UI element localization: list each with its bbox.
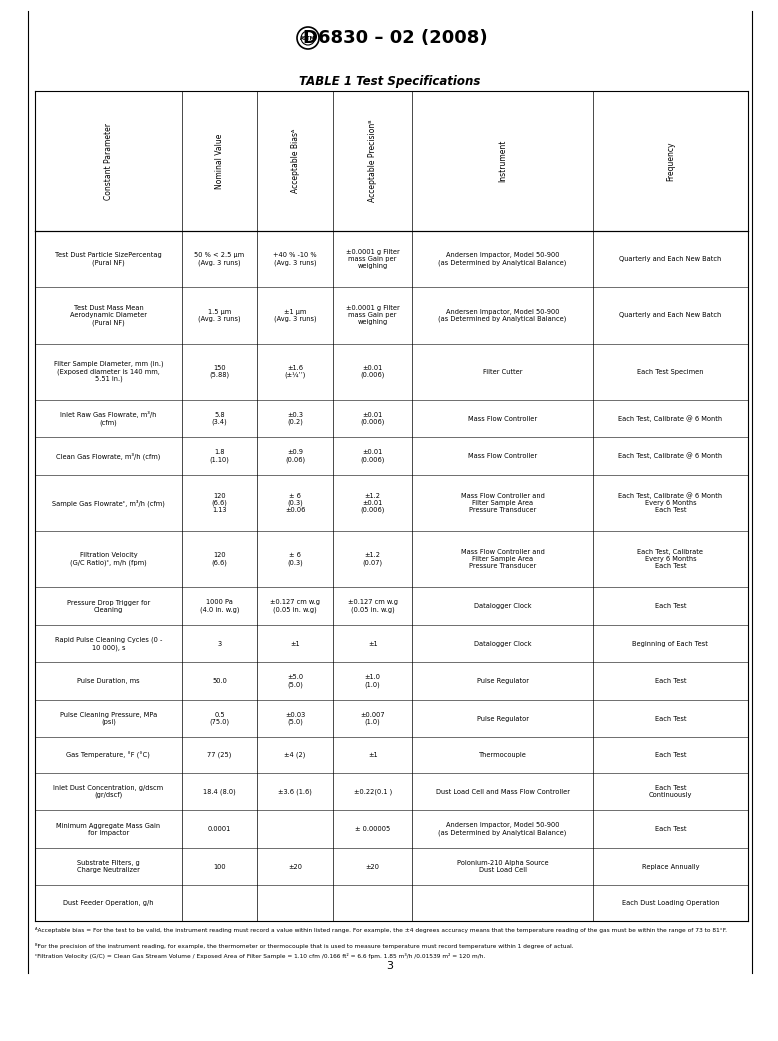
Text: Substrate Filters, g
Charge Neutralizer: Substrate Filters, g Charge Neutralizer: [77, 860, 140, 873]
Text: Acceptable Biasᴬ: Acceptable Biasᴬ: [290, 129, 300, 194]
Text: Thermocouple: Thermocouple: [478, 753, 527, 758]
Text: Instrument: Instrument: [498, 139, 507, 182]
Text: ±0.03
(5.0): ±0.03 (5.0): [285, 712, 305, 726]
Text: ±1: ±1: [290, 640, 300, 646]
Text: Andersen Impactor, Model 50-900
(as Determined by Analytical Balance): Andersen Impactor, Model 50-900 (as Dete…: [439, 308, 567, 322]
Text: 1000 Pa
(4.0 in. w.g): 1000 Pa (4.0 in. w.g): [200, 600, 240, 613]
Text: ±1 μm
(Avg. 3 runs): ±1 μm (Avg. 3 runs): [274, 308, 317, 322]
Text: Inlet Dust Concentration, g/dscm
(gr/dscf): Inlet Dust Concentration, g/dscm (gr/dsc…: [54, 785, 163, 798]
Text: Each Test: Each Test: [654, 827, 686, 832]
Text: ±3.6 (1.6): ±3.6 (1.6): [278, 788, 312, 795]
Text: ±20: ±20: [366, 864, 380, 869]
Text: ASTM: ASTM: [300, 35, 316, 41]
Text: 0.5
(75.0): 0.5 (75.0): [209, 712, 230, 726]
Text: ±20: ±20: [288, 864, 302, 869]
Text: 77 (25): 77 (25): [208, 752, 232, 759]
Text: Andersen Impactor, Model 50-900
(as Determined by Analytical Balance): Andersen Impactor, Model 50-900 (as Dete…: [439, 252, 567, 265]
Text: Each Test, Calibrate @ 6 Month: Each Test, Calibrate @ 6 Month: [619, 415, 723, 422]
Text: 3: 3: [218, 640, 222, 646]
Text: ᶜFiltration Velocity (G/C) = Clean Gas Stream Volume / Exposed Area of Filter Sa: ᶜFiltration Velocity (G/C) = Clean Gas S…: [35, 953, 485, 959]
Text: ±0.0001 g Filter
mass Gain per
weighing: ±0.0001 g Filter mass Gain per weighing: [345, 305, 399, 326]
Text: ±0.3
(0.2): ±0.3 (0.2): [287, 412, 303, 426]
Text: Pulse Duration, ms: Pulse Duration, ms: [77, 678, 140, 684]
Text: Polonium-210 Alpha Source
Dust Load Cell: Polonium-210 Alpha Source Dust Load Cell: [457, 860, 548, 873]
Text: ±0.127 cm w.g
(0.05 in. w.g): ±0.127 cm w.g (0.05 in. w.g): [348, 600, 398, 613]
Text: ±0.22(0.1 ): ±0.22(0.1 ): [353, 788, 392, 795]
Text: Test Dust Mass Mean
Aerodynamic Diameter
(Pural NF): Test Dust Mass Mean Aerodynamic Diameter…: [70, 305, 147, 326]
Text: Pressure Drop Trigger for
Cleaning: Pressure Drop Trigger for Cleaning: [67, 600, 150, 612]
Text: ±1.6
(±¼’’): ±1.6 (±¼’’): [284, 365, 306, 379]
Text: Constant Parameter: Constant Parameter: [104, 123, 113, 200]
Text: ±0.007
(1.0): ±0.007 (1.0): [360, 712, 385, 726]
Text: Each Test
Continuously: Each Test Continuously: [649, 785, 692, 798]
Text: 3: 3: [387, 961, 394, 971]
Text: 120
(6.6)
1.13: 120 (6.6) 1.13: [212, 492, 227, 513]
Text: Clean Gas Flowrate, m³/h (cfm): Clean Gas Flowrate, m³/h (cfm): [56, 452, 160, 460]
Text: 5.8
(3.4): 5.8 (3.4): [212, 412, 227, 426]
Text: ±0.01
(0.006): ±0.01 (0.006): [360, 365, 385, 379]
Text: Rapid Pulse Cleaning Cycles (0 -
10 000), s: Rapid Pulse Cleaning Cycles (0 - 10 000)…: [54, 637, 162, 651]
Text: ±4 (2): ±4 (2): [284, 752, 306, 759]
Text: Filter Sample Diameter, mm (in.)
(Exposed diameter is 140 mm,
5.51 in.): Filter Sample Diameter, mm (in.) (Expose…: [54, 361, 163, 382]
Text: 18.4 (8.0): 18.4 (8.0): [203, 788, 236, 795]
Text: ±0.01
(0.006): ±0.01 (0.006): [360, 412, 385, 426]
Text: Mass Flow Controller: Mass Flow Controller: [468, 415, 537, 422]
Text: Minimum Aggregate Mass Gain
for Impactor: Minimum Aggregate Mass Gain for Impactor: [56, 822, 160, 836]
Text: Each Test, Calibrate @ 6 Month: Each Test, Calibrate @ 6 Month: [619, 453, 723, 459]
Text: Mass Flow Controller and
Filter Sample Area
Pressure Transducer: Mass Flow Controller and Filter Sample A…: [461, 550, 545, 569]
Text: 100: 100: [213, 864, 226, 869]
Text: 0.0001: 0.0001: [208, 827, 231, 832]
Text: 150
(5.88): 150 (5.88): [209, 365, 230, 379]
Text: Each Test: Each Test: [654, 753, 686, 758]
Text: Replace Annually: Replace Annually: [642, 864, 699, 869]
Text: Each Test, Calibrate
Every 6 Months
Each Test: Each Test, Calibrate Every 6 Months Each…: [637, 550, 703, 569]
Text: Each Test: Each Test: [654, 603, 686, 609]
Text: Pulse Cleaning Pressure, MPa
(psi): Pulse Cleaning Pressure, MPa (psi): [60, 712, 157, 726]
Text: ᴮFor the precision of the instrument reading, for example, the thermometer or th: ᴮFor the precision of the instrument rea…: [35, 943, 573, 949]
Text: Pulse Regulator: Pulse Regulator: [477, 715, 528, 721]
Text: ±1: ±1: [368, 640, 377, 646]
Text: 50.0: 50.0: [212, 678, 227, 684]
Text: Dust Feeder Operation, g/h: Dust Feeder Operation, g/h: [63, 900, 153, 907]
Text: Filtration Velocity
(G/C Ratio)ᶜ, m/h (fpm): Filtration Velocity (G/C Ratio)ᶜ, m/h (f…: [70, 553, 147, 566]
Text: Each Dust Loading Operation: Each Dust Loading Operation: [622, 900, 719, 907]
Text: Beginning of Each Test: Beginning of Each Test: [633, 640, 708, 646]
Text: Nominal Value: Nominal Value: [215, 133, 224, 188]
Text: 50 % < 2.5 μm
(Avg. 3 runs): 50 % < 2.5 μm (Avg. 3 runs): [194, 252, 244, 265]
Text: ±1.2
(0.07): ±1.2 (0.07): [363, 553, 383, 566]
Text: Each Test: Each Test: [654, 715, 686, 721]
Text: Andersen Impactor, Model 50-900
(as Determined by Analytical Balance): Andersen Impactor, Model 50-900 (as Dete…: [439, 822, 567, 836]
Text: Sample Gas Flowrateᶜ, m³/h (cfm): Sample Gas Flowrateᶜ, m³/h (cfm): [52, 500, 165, 507]
Text: Filter Cutter: Filter Cutter: [483, 369, 522, 375]
Text: ±0.0001 g Filter
mass Gain per
weighing: ±0.0001 g Filter mass Gain per weighing: [345, 249, 399, 270]
Text: Acceptable Precisionᴮ: Acceptable Precisionᴮ: [368, 120, 377, 202]
Text: ±1.2
±0.01
(0.006): ±1.2 ±0.01 (0.006): [360, 492, 385, 513]
Text: Pulse Regulator: Pulse Regulator: [477, 678, 528, 684]
Text: ±0.127 cm w.g
(0.05 in. w.g): ±0.127 cm w.g (0.05 in. w.g): [270, 600, 320, 613]
Text: TABLE 1 Test Specifications: TABLE 1 Test Specifications: [300, 75, 481, 87]
Text: Frequency: Frequency: [666, 142, 675, 181]
Text: Datalogger Clock: Datalogger Clock: [474, 640, 531, 646]
Text: Gas Temperature, °F (°C): Gas Temperature, °F (°C): [66, 752, 150, 759]
Text: Mass Flow Controller and
Filter Sample Area
Pressure Transducer: Mass Flow Controller and Filter Sample A…: [461, 493, 545, 513]
Text: ± 6
(0.3)
±0.06: ± 6 (0.3) ±0.06: [285, 492, 305, 513]
Text: +40 % -10 %
(Avg. 3 runs): +40 % -10 % (Avg. 3 runs): [273, 252, 317, 265]
Text: ± 0.00005: ± 0.00005: [355, 827, 391, 832]
Text: ±1: ±1: [368, 753, 377, 758]
Text: 120
(6.6): 120 (6.6): [212, 553, 227, 566]
Text: 1.8
(1.10): 1.8 (1.10): [209, 450, 230, 463]
Text: Datalogger Clock: Datalogger Clock: [474, 603, 531, 609]
Text: ±0.01
(0.006): ±0.01 (0.006): [360, 450, 385, 463]
Text: ±1.0
(1.0): ±1.0 (1.0): [365, 675, 380, 688]
Text: D6830 – 02 (2008): D6830 – 02 (2008): [303, 29, 487, 47]
Text: Each Test Specimen: Each Test Specimen: [637, 369, 703, 375]
Text: ᴬAcceptable bias = For the test to be valid, the instrument reading must record : ᴬAcceptable bias = For the test to be va…: [35, 926, 727, 933]
Text: 1.5 μm
(Avg. 3 runs): 1.5 μm (Avg. 3 runs): [198, 308, 241, 322]
Text: Dust Load Cell and Mass Flow Controller: Dust Load Cell and Mass Flow Controller: [436, 789, 569, 794]
Text: Inlet Raw Gas Flowrate, m³/h
(cfm): Inlet Raw Gas Flowrate, m³/h (cfm): [60, 411, 156, 426]
Text: Each Test, Calibrate @ 6 Month
Every 6 Months
Each Test: Each Test, Calibrate @ 6 Month Every 6 M…: [619, 492, 723, 513]
Text: ±5.0
(5.0): ±5.0 (5.0): [287, 675, 303, 688]
Text: Mass Flow Controller: Mass Flow Controller: [468, 453, 537, 459]
Text: ±0.9
(0.06): ±0.9 (0.06): [285, 450, 305, 463]
Text: Each Test: Each Test: [654, 678, 686, 684]
